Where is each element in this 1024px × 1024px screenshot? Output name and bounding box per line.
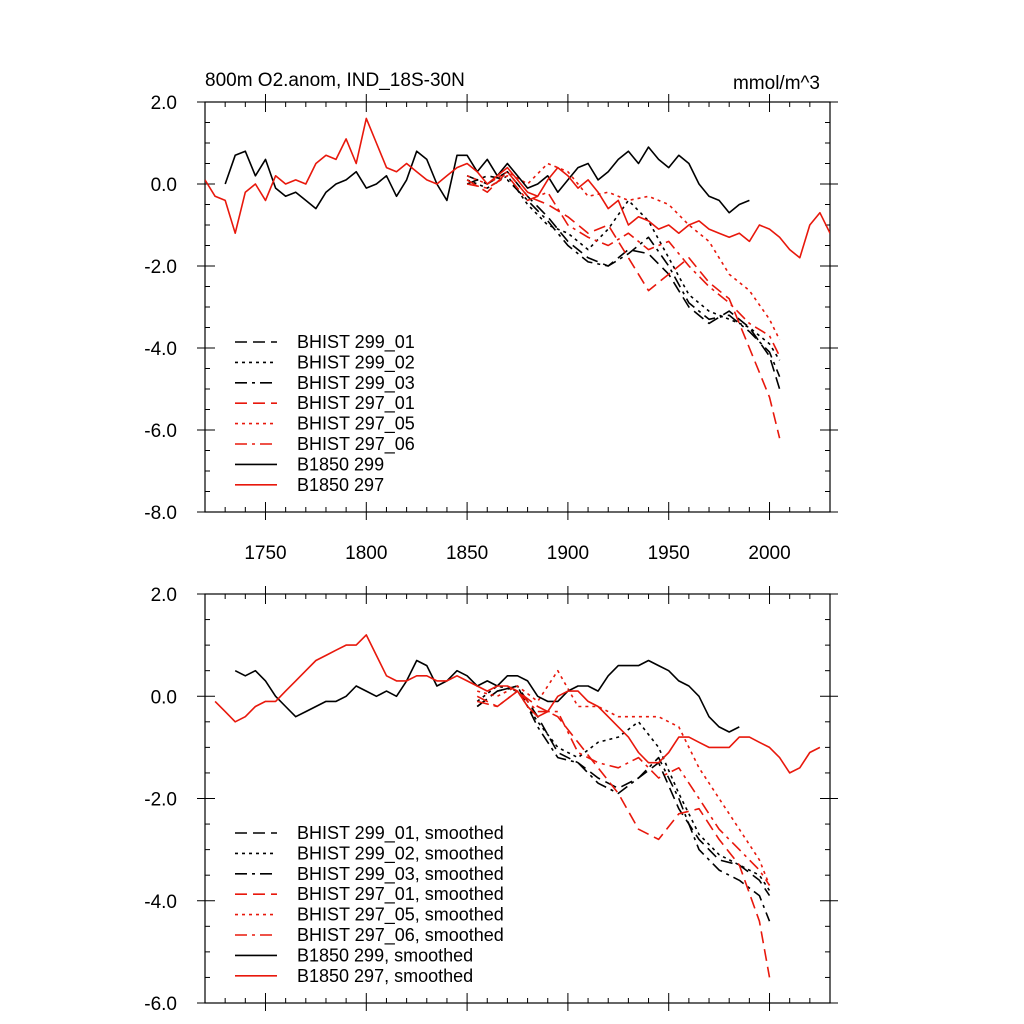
y-tick-label: -4.0 [144,339,177,360]
legend-label: B1850 297 [297,475,384,495]
legend-label: BHIST 299_03 [297,373,415,394]
legend-label: BHIST 299_02 [297,352,415,373]
series-group [214,634,821,978]
units-label: mmol/m^3 [733,73,820,94]
series-line-3 [466,170,781,439]
chart-title: 800m O2.anom, IND_18S-30N [205,70,465,91]
legend-label: BHIST 297_01, smoothed [297,884,504,905]
y-tick-label: -6.0 [144,421,177,442]
x-tick-label: 1950 [648,543,690,564]
series-group [205,117,830,439]
legend-label: BHIST 299_02, smoothed [297,843,504,864]
legend-label: B1850 297, smoothed [297,966,473,986]
bottom-panel: 2.0 0.0 -2.0 -4.0 -6.0 BHIST 299_01, smoothed… [144,585,838,1015]
x-tick-label: 2000 [748,543,790,564]
x-tick-label: 1900 [547,543,589,564]
y-tick-label: 2.0 [151,585,177,606]
legend-label: BHIST 297_05, smoothed [297,905,504,926]
series-line-1 [476,685,771,891]
series-line-1 [466,175,781,361]
legend-label: BHIST 299_01, smoothed [297,823,504,844]
y-tick-label: -2.0 [144,790,177,811]
series-line-4 [476,669,771,886]
x-tick-label: 1750 [244,543,286,564]
series-line-6 [224,146,750,214]
x-tick-label: 1850 [446,543,488,564]
series-line-7 [205,117,830,259]
legend-label: B1850 299 [297,454,384,474]
legend-label: BHIST 297_06 [297,434,415,455]
legend-label: BHIST 299_01 [297,332,415,353]
legend-label: BHIST 297_01 [297,393,415,414]
top-panel: 1750 1800 1850 1900 1950 2000 2.0 0.0 -2.0 -4.0 -6… [144,70,838,564]
series-line-5 [466,175,781,357]
legend-label: B1850 299, smoothed [297,945,473,965]
y-tick-label: -2.0 [144,257,177,278]
x-tick-label: 1800 [345,543,387,564]
legend-label: BHIST 299_03, smoothed [297,864,504,885]
series-line-0 [476,685,771,897]
y-tick-label: -6.0 [144,994,177,1015]
series-line-4 [466,162,781,341]
y-tick-label: -8.0 [144,503,177,524]
y-tick-label: -4.0 [144,892,177,913]
y-tick-label: 0.0 [151,687,177,708]
y-tick-label: 0.0 [151,175,177,196]
series-line-3 [476,690,771,978]
legend-label: BHIST 297_05 [297,414,415,435]
series-line-6 [234,659,740,733]
y-tick-label: 2.0 [151,93,177,114]
series-line-5 [477,690,771,886]
series-line-7 [214,634,821,774]
legend-label: BHIST 297_06, smoothed [297,925,504,946]
series-line-2 [466,175,781,378]
series-line-0 [466,170,781,390]
